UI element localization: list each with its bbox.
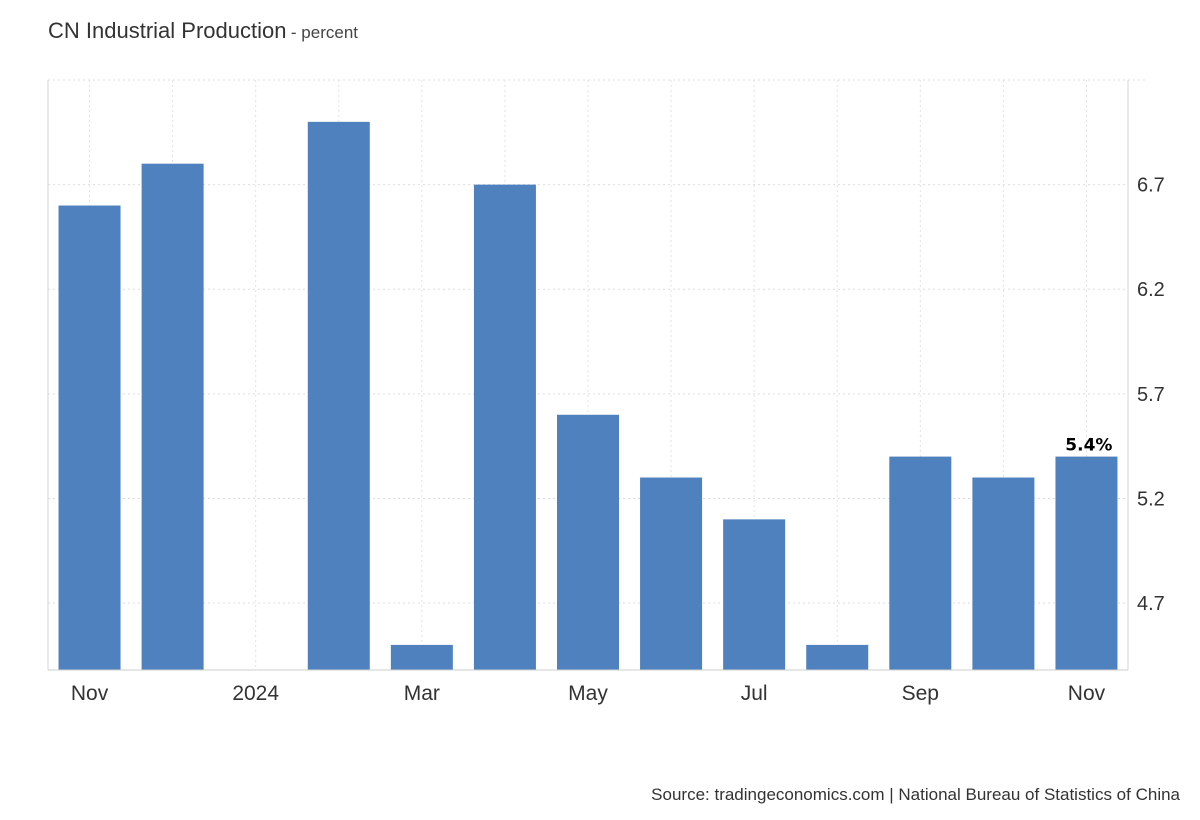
y-tick-label: 5.2 (1137, 488, 1165, 510)
bar-2023-11 (58, 205, 121, 670)
x-tick-label: Nov (71, 682, 109, 705)
chart-unit-separator: - (290, 23, 302, 42)
axes (47, 80, 1129, 671)
y-tick-label: 5.7 (1137, 384, 1165, 406)
annotations: 5.4% (1065, 436, 1112, 456)
bar-2024-02 (307, 121, 370, 670)
x-tick-label: Jul (741, 682, 768, 705)
bar-chart: 4.7 5.2 5.7 6.2 6.7 Nov 2024 Mar May Jul Sep Nov 5… (47, 79, 1165, 705)
bars (58, 121, 1118, 671)
bar-2024-06 (640, 477, 703, 670)
x-tick-label: May (568, 682, 608, 705)
chart-title-text: CN Industrial Production (48, 18, 287, 43)
x-tick-label: 2024 (232, 682, 279, 705)
bar-2024-09 (889, 456, 952, 670)
source-note: Source: tradingeconomics.com | National … (651, 785, 1180, 804)
chart-title: CN Industrial Production - percent (48, 18, 358, 44)
y-axis-labels: 4.7 5.2 5.7 6.2 6.7 (1137, 175, 1165, 615)
y-tick-label: 6.2 (1137, 279, 1165, 301)
bar-2024-11 (1055, 456, 1118, 670)
bar-2024-10 (972, 477, 1035, 670)
x-axis-labels: Nov 2024 Mar May Jul Sep Nov (71, 682, 1106, 705)
x-tick-label: Sep (902, 682, 939, 705)
y-tick-label: 4.7 (1137, 593, 1165, 615)
x-tick-label: Nov (1068, 682, 1106, 705)
bar-2024-07 (723, 519, 786, 670)
bar-2024-04 (473, 184, 536, 670)
bar-2024-03 (390, 644, 453, 670)
y-tick-label: 6.7 (1137, 175, 1165, 197)
bar-2024-05 (557, 414, 619, 670)
last-value-label: 5.4% (1065, 436, 1112, 456)
chart-unit: percent (301, 23, 358, 42)
bar-2023-12 (141, 163, 204, 671)
x-tick-label: Mar (404, 682, 440, 705)
bar-2024-08 (806, 644, 869, 670)
